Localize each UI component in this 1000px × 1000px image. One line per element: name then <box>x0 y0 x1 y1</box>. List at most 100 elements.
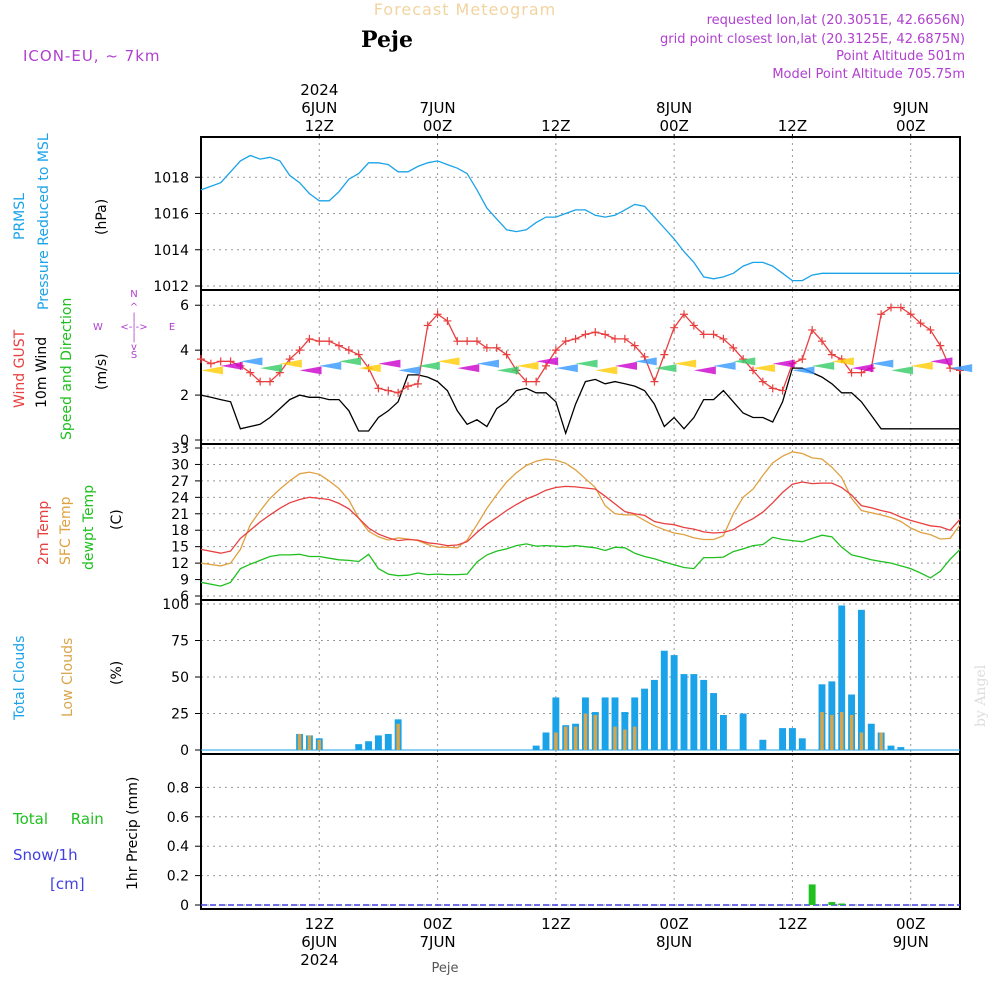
panel-frame <box>200 443 961 601</box>
total-cloud-bar <box>710 693 718 750</box>
gust-marker <box>620 334 629 343</box>
total-cloud-bar <box>897 747 905 750</box>
gust-marker <box>857 368 866 377</box>
gust-marker <box>502 350 511 359</box>
panel-precip: 0 0.2 0.4 0.6 0.8 <box>167 753 961 914</box>
gust-marker <box>246 368 255 377</box>
gust-marker <box>778 386 787 395</box>
low-cloud-bar <box>573 726 578 750</box>
bottom-time-label: 12Z <box>778 915 807 933</box>
gust-marker <box>453 337 462 346</box>
gust-marker <box>660 350 669 359</box>
total-cloud-bar <box>887 745 895 750</box>
ytick-label: 6 <box>180 298 189 314</box>
gust-marker <box>266 377 274 386</box>
gust-marker <box>729 343 738 352</box>
total-cloud-bar <box>690 674 698 750</box>
svg-text:2m Temp: 2m Temp <box>36 501 52 565</box>
ytick-label: 24 <box>171 490 189 506</box>
total-cloud-bar <box>384 733 392 750</box>
time-label-line: 00Z <box>659 915 688 933</box>
total-cloud-bar <box>542 732 550 750</box>
top-time-label: 12Z <box>778 117 807 137</box>
time-label-line: 00Z <box>896 117 925 135</box>
gust-marker <box>374 384 383 393</box>
total-cloud-bar <box>788 728 796 750</box>
footer-location: Peje <box>432 961 459 976</box>
sfc-temp-line <box>200 451 961 567</box>
requested-coords: requested lon,lat (20.3051E, 42.6656N) <box>707 13 965 28</box>
low-cloud-bar <box>583 713 588 750</box>
time-label-line: 7JUN <box>419 99 455 117</box>
ytick-label: 21 <box>171 507 189 523</box>
gust-marker <box>473 337 481 346</box>
time-label-line: 2024 <box>300 81 338 99</box>
plot-layer: 1012101410161018024669121518212427303302… <box>153 81 973 969</box>
ytick-label: 0 <box>180 433 189 449</box>
svg-text:|: | <box>132 312 135 323</box>
gust-marker <box>827 350 836 359</box>
ytick-label: 0.6 <box>167 810 189 826</box>
wind-direction-arrow <box>358 364 381 373</box>
total-cloud-bar <box>867 723 875 750</box>
ytick-label: 25 <box>171 707 189 723</box>
total-cloud-bar <box>798 738 806 750</box>
gust-marker <box>680 310 688 319</box>
low-cloud-bar <box>554 732 558 750</box>
ytick-label: 9 <box>180 573 189 589</box>
ytick-label: 0.4 <box>167 839 189 855</box>
low-cloud-bar <box>849 714 854 750</box>
gust-marker <box>877 310 886 319</box>
pressure-ylabel: PRMSL Pressure Reduced to MSL (hPa) <box>12 133 110 310</box>
svg-text:Total Clouds: Total Clouds <box>12 636 28 721</box>
dewpt-temp-line <box>200 534 961 587</box>
time-label-line: 00Z <box>423 915 452 933</box>
gust-marker <box>492 343 501 352</box>
total-cloud-bar <box>838 605 846 750</box>
svg-text:Total Rain: Total Rain <box>12 810 104 828</box>
total-cloud-bar <box>857 609 865 750</box>
svg-text:S: S <box>131 350 137 361</box>
gust-marker <box>433 310 442 319</box>
total-cloud-bar <box>355 744 363 750</box>
gust-marker <box>758 377 767 386</box>
wind-direction-arrow <box>950 364 973 373</box>
time-label-line: 00Z <box>659 117 688 135</box>
time-label-line: 12Z <box>778 117 807 135</box>
wind-direction-arrow <box>595 366 618 375</box>
ytick-label: 18 <box>171 523 189 539</box>
gust-marker <box>689 321 698 330</box>
gust-marker <box>532 377 541 386</box>
gust-marker <box>551 346 560 355</box>
wind-direction-arrow <box>792 366 815 375</box>
wind-direction-arrow <box>437 357 460 366</box>
low-cloud-bar <box>839 712 844 750</box>
wind-direction-arrow <box>930 357 953 366</box>
rain-bar <box>808 884 816 905</box>
svg-text:W: W <box>93 322 103 333</box>
gust-marker <box>315 337 324 346</box>
svg-text:^: ^ <box>130 302 138 313</box>
panel-pressure: 1012 1014 1016 1018 <box>153 136 961 295</box>
svg-text:(hPa): (hPa) <box>94 199 110 235</box>
chart-title: Forecast Meteogram <box>374 0 556 19</box>
gust-marker <box>197 355 205 364</box>
total-cloud-bar <box>365 741 373 750</box>
total-cloud-bar <box>680 674 688 750</box>
gust-marker <box>768 384 777 393</box>
time-label-line: 7JUN <box>419 933 455 951</box>
rain-bar <box>828 902 836 905</box>
low-cloud-bar <box>307 735 312 750</box>
gust-marker <box>670 323 679 332</box>
wind-direction-arrow <box>260 364 283 373</box>
gust-marker <box>699 330 708 339</box>
wind-direction-arrow <box>457 364 480 373</box>
wind-direction-arrow <box>339 357 361 366</box>
